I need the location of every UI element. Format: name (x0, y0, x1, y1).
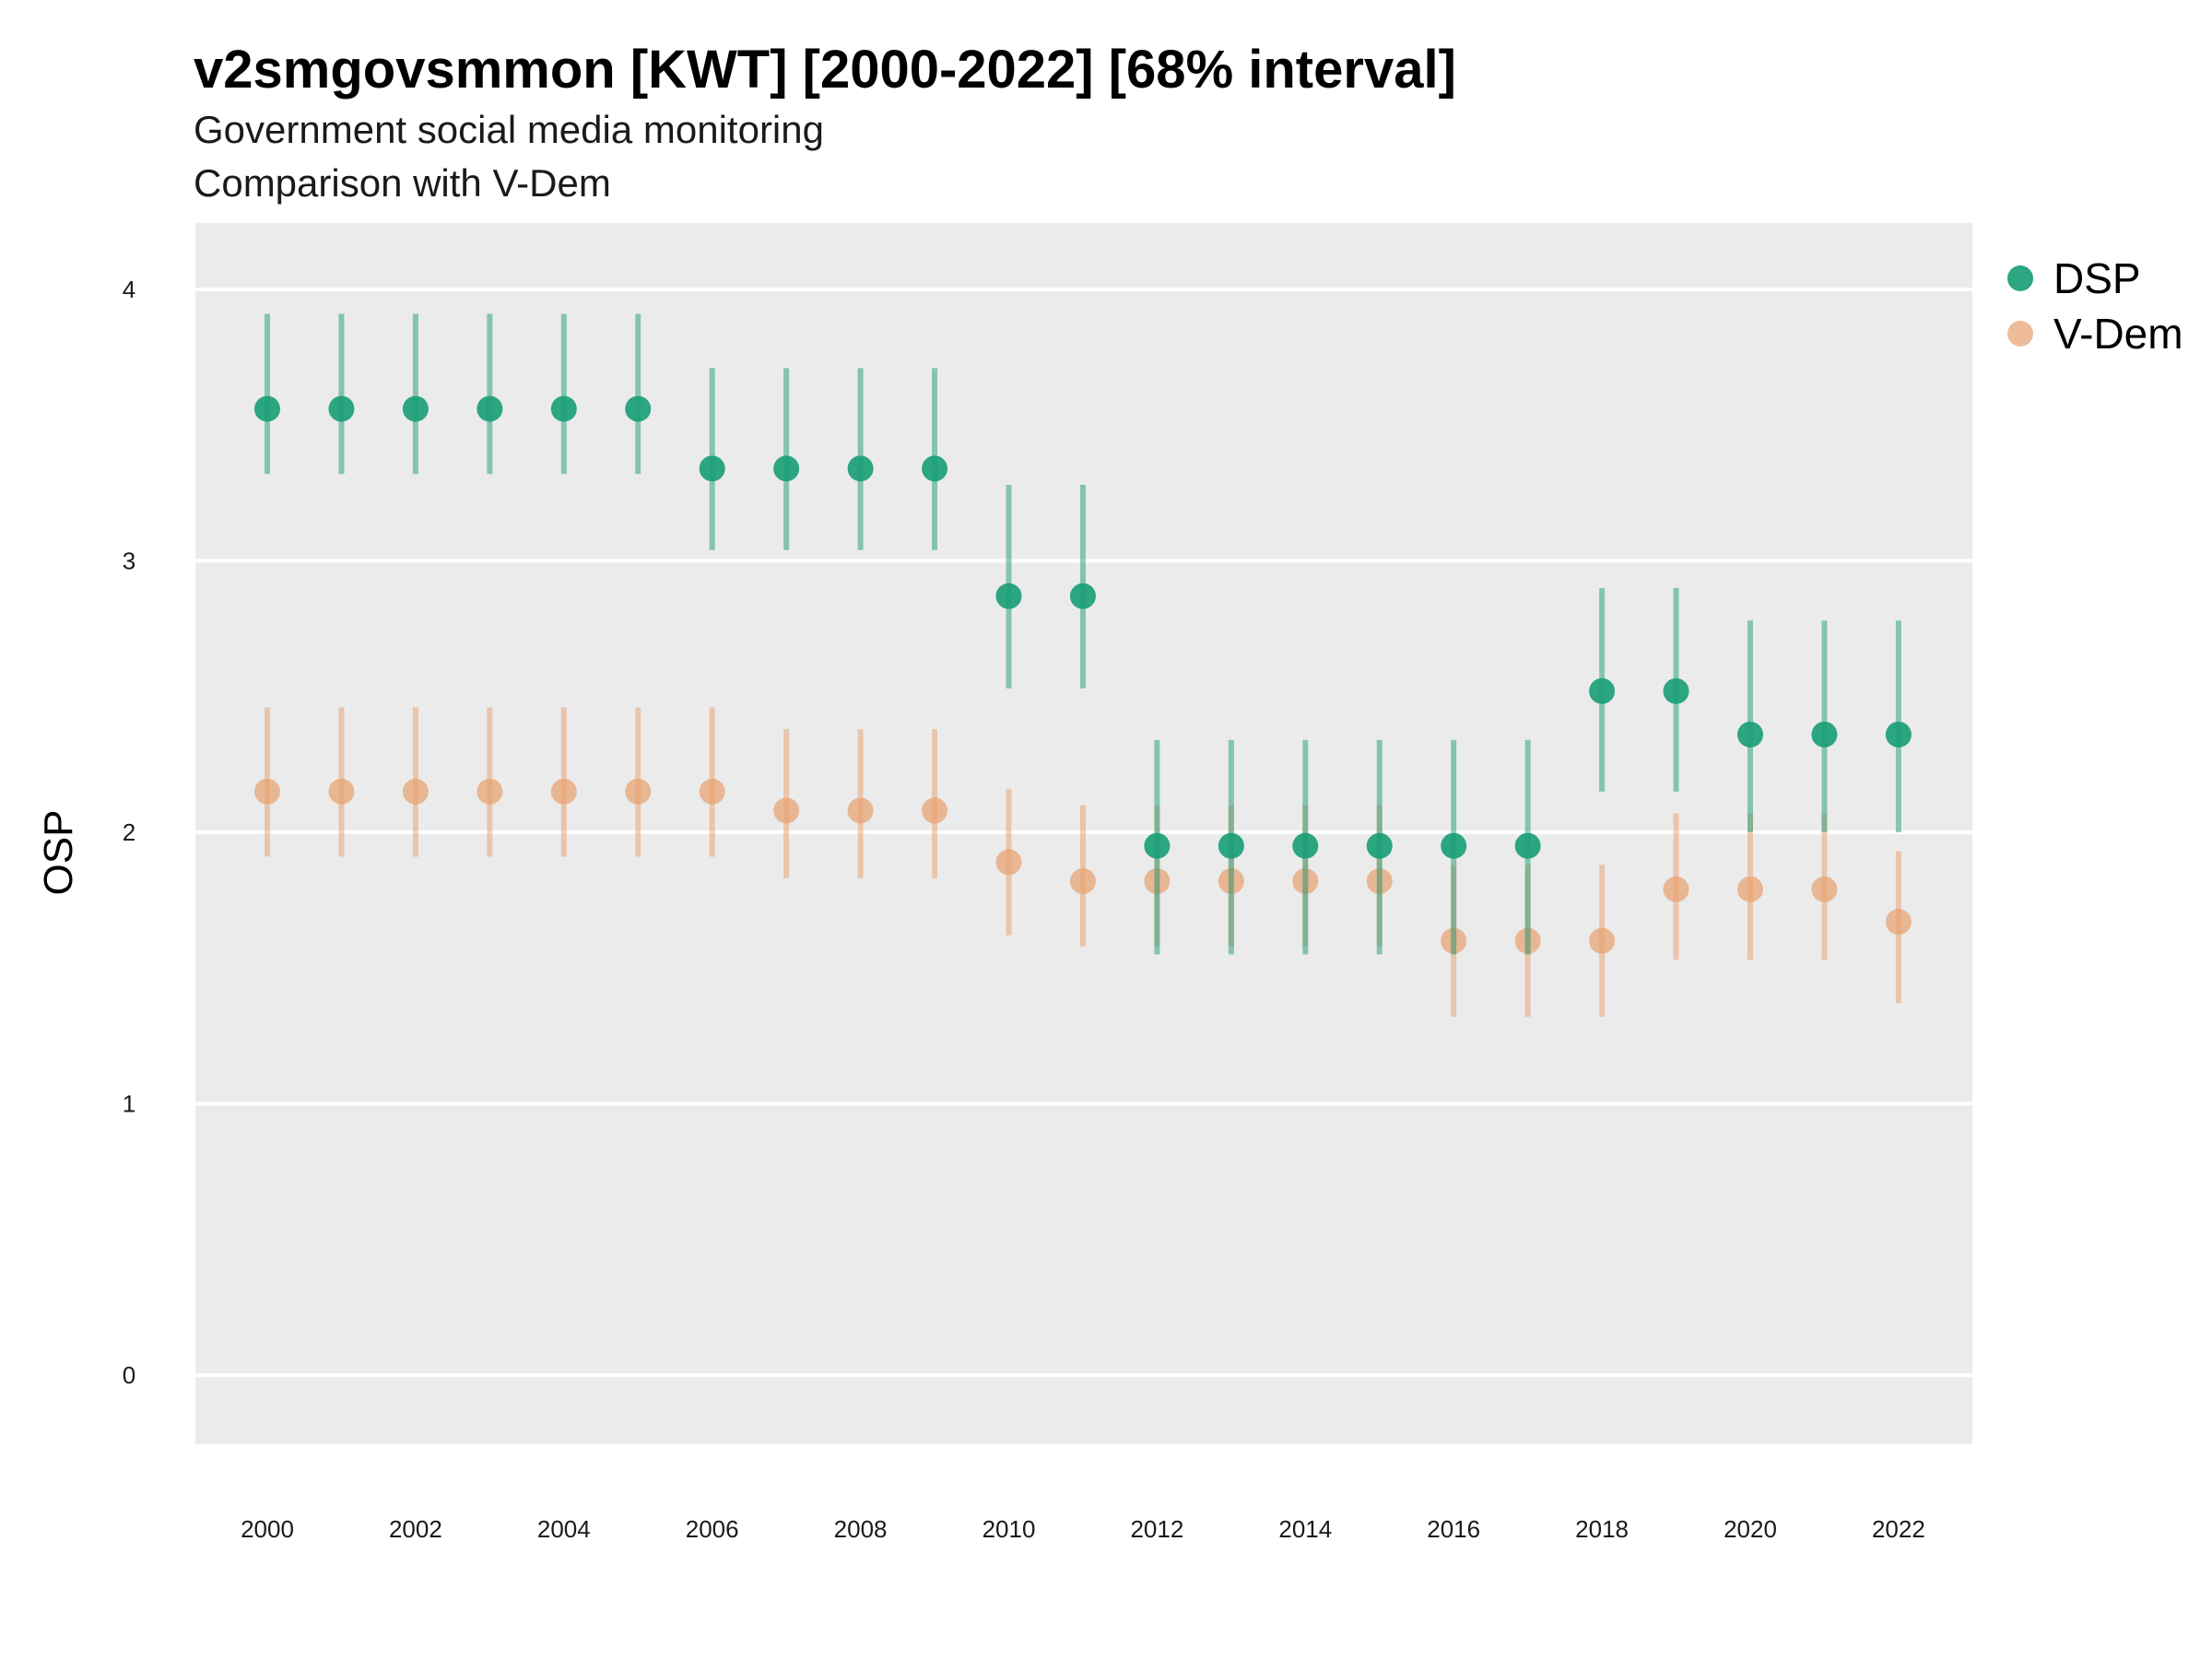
dsp-point (477, 395, 503, 422)
x-tick-label: 2000 (241, 1515, 294, 1543)
x-tick-label: 2002 (389, 1515, 442, 1543)
dsp-point (1292, 832, 1319, 859)
legend-label: DSP (2053, 254, 2141, 302)
dsp-point (995, 582, 1022, 609)
y-tick-label: 4 (123, 276, 135, 303)
v-dem-point (847, 797, 874, 824)
dsp-point (1811, 721, 1838, 747)
dsp-point (1514, 832, 1541, 859)
legend-key (2007, 265, 2033, 291)
v-dem-point (995, 849, 1022, 876)
dsp-point (773, 455, 800, 482)
dsp-point (550, 395, 577, 422)
v-dem-point (1069, 868, 1096, 895)
v-dem-point (1737, 876, 1763, 902)
y-axis-title: OSP (36, 810, 81, 896)
dsp-point (1144, 832, 1171, 859)
x-tick-label: 2022 (1872, 1515, 1925, 1543)
legend-key (2007, 321, 2033, 347)
x-tick-label: 2004 (537, 1515, 591, 1543)
x-tick-label: 2006 (686, 1515, 739, 1543)
y-axis-ticks: 0 1 2 3 4 (123, 276, 135, 1389)
v-dem-point (1885, 909, 1912, 935)
v-dem-point (922, 797, 948, 824)
v-dem-point (477, 778, 503, 805)
y-tick-label: 1 (123, 1090, 135, 1118)
dsp-point (1737, 721, 1763, 747)
x-tick-label: 2012 (1130, 1515, 1183, 1543)
chart-title: v2smgovsmmon [KWT] [2000-2022] [68% inte… (194, 40, 1456, 100)
dsp-point (847, 455, 874, 482)
y-tick-label: 0 (123, 1361, 135, 1389)
dsp-point (1885, 721, 1912, 747)
x-tick-label: 2014 (1278, 1515, 1332, 1543)
y-tick-label: 2 (123, 818, 135, 846)
dsp-point (402, 395, 429, 422)
dsp-point (1441, 832, 1467, 859)
chart-subtitle: Government social media monitoring (194, 108, 824, 151)
x-axis-ticks: 2000 2002 2004 2006 2008 2010 2012 2014 2016 2018… (241, 1515, 1925, 1543)
v-dem-point (402, 778, 429, 805)
dsp-point (1589, 677, 1616, 704)
v-dem-point (550, 778, 577, 805)
chart-subtitle-2: Comparison with V-Dem (194, 161, 611, 205)
x-tick-label: 2020 (1724, 1515, 1777, 1543)
v-dem-point (625, 778, 652, 805)
v-dem-point (699, 778, 725, 805)
x-tick-label: 2008 (834, 1515, 888, 1543)
x-tick-label: 2010 (982, 1515, 1036, 1543)
v-dem-point (1663, 876, 1689, 902)
v-dem-point (254, 778, 280, 805)
dsp-point (625, 395, 652, 422)
dsp-point (699, 455, 725, 482)
dsp-point (1366, 832, 1393, 859)
dsp-point (1663, 677, 1689, 704)
data-series (254, 313, 1912, 1018)
v-dem-point (1811, 876, 1838, 902)
v-dem-point (328, 778, 355, 805)
series-dsp (254, 313, 1912, 955)
legend[interactable]: DSP V-Dem (2007, 254, 2183, 358)
dsp-point (328, 395, 355, 422)
dsp-point (1218, 832, 1244, 859)
dsp-point (922, 455, 948, 482)
x-tick-label: 2018 (1575, 1515, 1629, 1543)
dsp-point (1069, 582, 1096, 609)
x-tick-label: 2016 (1427, 1515, 1480, 1543)
legend-item[interactable]: V-Dem (2007, 310, 2183, 358)
y-tick-label: 3 (123, 547, 135, 575)
legend-item[interactable]: DSP (2007, 254, 2141, 302)
dsp-point (254, 395, 280, 422)
legend-label: V-Dem (2053, 310, 2183, 358)
v-dem-point (1589, 927, 1616, 954)
v-dem-point (773, 797, 800, 824)
